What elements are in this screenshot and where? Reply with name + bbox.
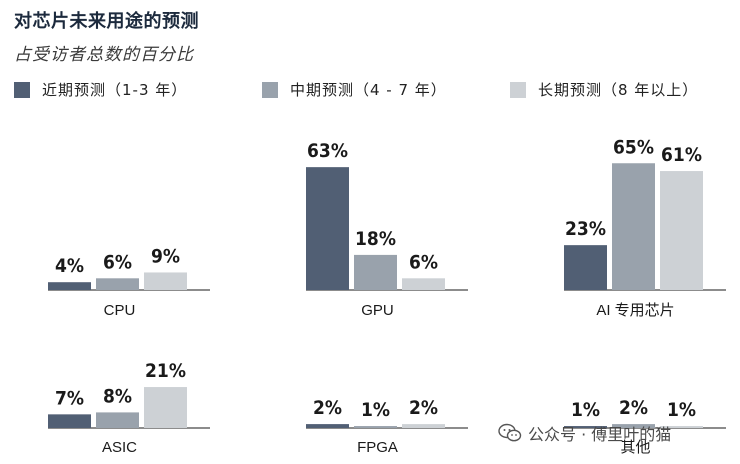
bar-value-label: 63%: [307, 140, 348, 162]
bar-value-label: 2%: [619, 397, 648, 419]
bar-long: [402, 424, 445, 428]
bar-value-label: 1%: [571, 399, 600, 421]
watermark-text: 公众号 · 傅里叶的猫: [528, 425, 672, 444]
bar-near: [306, 424, 349, 428]
bar-mid: [612, 163, 655, 290]
legend-swatch-long: [510, 81, 526, 98]
bar-near: [48, 282, 91, 290]
category-label: ASIC: [102, 439, 137, 456]
category-label: FPGA: [357, 439, 398, 456]
bar-group-1: 4% 6% 9% CPU: [48, 245, 210, 319]
bar-value-label: 2%: [313, 397, 342, 419]
category-label: 其他: [620, 439, 650, 456]
bar-near: [564, 426, 607, 428]
bar-value-label: 1%: [667, 399, 696, 421]
bar-value-label: 1%: [361, 399, 390, 421]
category-label: GPU: [361, 302, 394, 319]
bar-value-label: 9%: [151, 245, 180, 267]
chart-title: 对芯片未来用途的预测: [14, 11, 199, 32]
bar-value-label: 6%: [103, 251, 132, 273]
bar-near: [48, 414, 91, 428]
legend-label-near: 近期预测（1-3 年）: [42, 81, 188, 99]
bar-mid: [354, 254, 397, 290]
category-label: AI 专用芯片: [596, 302, 674, 319]
legend-item-mid: 中期预测（4 - 7 年）: [262, 79, 447, 100]
bar-group-2: 63% 18% 6% GPU: [306, 140, 468, 319]
bar-mid: [96, 412, 139, 428]
bar-long: [660, 426, 703, 428]
bar-value-label: 7%: [55, 387, 84, 409]
bar-value-label: 21%: [145, 360, 186, 382]
bar-value-label: 23%: [565, 218, 606, 240]
bar-value-label: 65%: [613, 136, 654, 158]
bar-group-4: 7% 8% 21% ASIC: [48, 360, 210, 456]
bar-value-label: 4%: [55, 255, 84, 277]
bar-value-label: 2%: [409, 397, 438, 419]
bar-value-label: 61%: [661, 144, 702, 166]
bar-value-label: 8%: [103, 385, 132, 407]
bar-long: [144, 272, 187, 290]
bar-mid: [612, 424, 655, 428]
wechat-icon: [498, 423, 522, 442]
legend-label-long: 长期预测（8 年以上）: [538, 81, 699, 99]
bar-group-5: 2% 1% 2% FPGA: [306, 397, 468, 456]
legend-swatch-near: [14, 81, 30, 98]
bar-value-label: 18%: [355, 228, 396, 250]
watermark: 公众号 · 傅里叶的猫: [498, 421, 671, 445]
legend-swatch-mid: [262, 81, 278, 98]
legend-label-mid: 中期预测（4 - 7 年）: [290, 81, 447, 99]
bar-group-3: 23% 65% 61% AI 专用芯片: [564, 136, 726, 319]
bar-long: [660, 171, 703, 290]
bar-long: [402, 278, 445, 290]
chart-subtitle: 占受访者总数的百分比: [14, 45, 194, 65]
bar-near: [564, 245, 607, 290]
bar-group-6: 1% 2% 1% 其他: [564, 397, 726, 456]
bar-mid: [354, 426, 397, 428]
legend-item-near: 近期预测（1-3 年）: [14, 79, 187, 100]
legend-item-long: 长期预测（8 年以上）: [510, 79, 698, 100]
bar-value-label: 6%: [409, 251, 438, 273]
bar-mid: [96, 278, 139, 290]
bar-long: [144, 387, 187, 428]
category-label: CPU: [104, 302, 136, 319]
bar-near: [306, 167, 349, 290]
